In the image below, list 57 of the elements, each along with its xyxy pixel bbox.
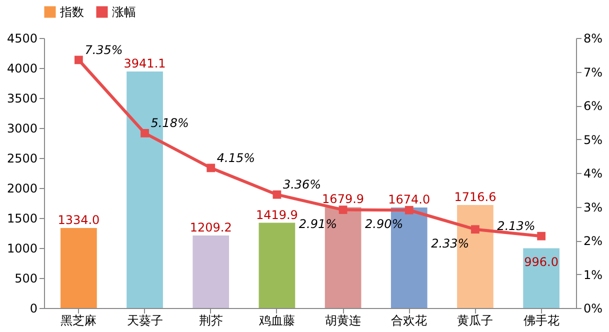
x-tick-label: 黄瓜子 — [457, 314, 494, 328]
y-tick-label: 1000 — [6, 242, 38, 256]
data-label: 2.90% — [365, 217, 404, 232]
y-tick-label: 500 — [14, 272, 38, 286]
point — [404, 206, 414, 214]
y-tick-label: 4500 — [6, 32, 38, 46]
y-tick-label: 1500 — [6, 212, 38, 226]
y2-tick-label: 2% — [584, 234, 603, 248]
y-tick-label: 2500 — [6, 152, 38, 166]
point — [140, 128, 149, 138]
y2-tick-label: 0% — [584, 302, 603, 316]
data-label: 1419.9 — [256, 208, 298, 222]
data-label: 1674.0 — [388, 192, 430, 207]
bar — [60, 228, 97, 308]
point — [537, 232, 546, 240]
x-tick-label: 合欢花 — [391, 314, 428, 328]
data-label: 996.0 — [524, 255, 558, 270]
x-tick-label: 胡黄连 — [325, 314, 362, 328]
data-label: 1716.6 — [454, 190, 496, 204]
y2-tick-label: 5% — [584, 132, 603, 147]
y-tick-label: 4000 — [6, 62, 38, 76]
y2-tick-label: 4% — [584, 166, 603, 180]
y2-tick-label: 8% — [584, 32, 603, 46]
data-label: 4.15% — [216, 150, 255, 165]
bar — [258, 222, 296, 308]
data-label: 5.18% — [150, 116, 189, 130]
data-label: 1209.2 — [190, 220, 232, 234]
point — [74, 56, 83, 64]
x-tick-label: 佛手花 — [523, 314, 560, 328]
data-label: 7.35% — [84, 42, 123, 57]
y-tick-label: 0 — [30, 302, 38, 316]
legend-label: 涨幅 — [112, 5, 136, 19]
data-label: 2.13% — [497, 219, 536, 234]
point — [206, 164, 216, 172]
y2-tick-label: 7% — [584, 65, 603, 80]
point — [471, 225, 480, 234]
data-label: 2.33% — [431, 236, 470, 250]
y-tick-label: 3500 — [6, 92, 38, 106]
bar — [523, 248, 560, 308]
bar — [192, 235, 230, 308]
data-label: 1679.9 — [322, 192, 364, 206]
point — [272, 190, 282, 199]
x-tick-label: 鸡血藤 — [258, 314, 295, 328]
y-tick-label: 2000 — [6, 182, 38, 196]
x-tick-label: 荆芥 — [198, 314, 223, 328]
data-label: 2.91% — [298, 216, 338, 231]
point — [338, 206, 348, 214]
y2-tick-label: 6% — [584, 99, 603, 113]
data-label: 1334.0 — [58, 212, 100, 227]
y2-tick-label: 1% — [584, 268, 603, 282]
y-tick-label: 3000 — [6, 122, 38, 136]
data-label: 3.36% — [282, 178, 322, 192]
y2-tick-label: 3% — [584, 200, 603, 214]
legend-label: 指数 — [59, 5, 84, 19]
x-tick-label: 天葵子 — [126, 314, 163, 328]
x-tick-label: 黑芝麻 — [60, 314, 97, 328]
data-label: 3941.1 — [124, 56, 166, 71]
